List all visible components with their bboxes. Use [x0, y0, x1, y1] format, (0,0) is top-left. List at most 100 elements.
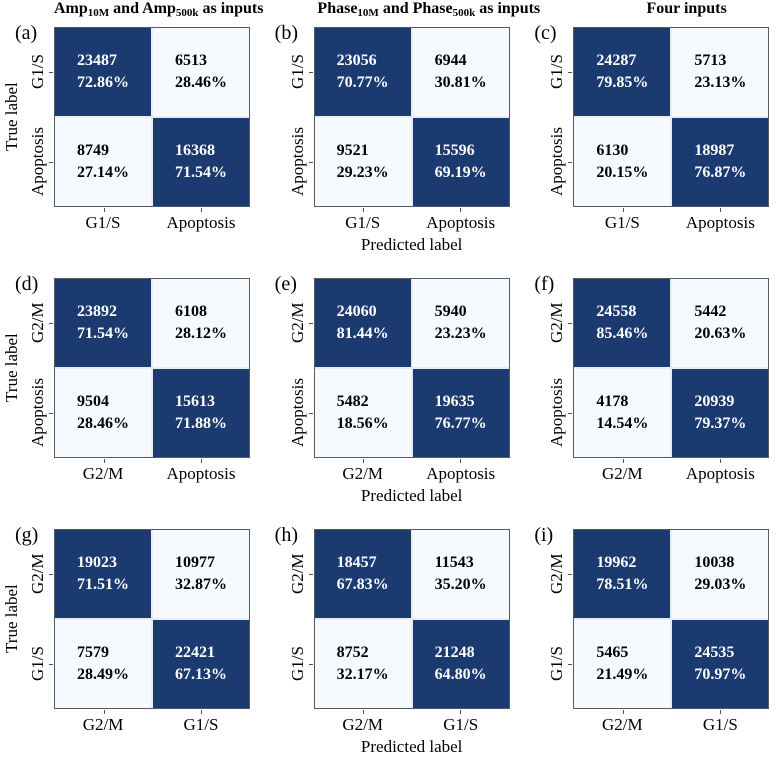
cell-percent: 67.13% — [175, 666, 227, 683]
x-axis-tick-labels: G2/M G1/S — [314, 715, 510, 735]
confusion-matrix-panel-e: (e) G2/M Apoptosis 24060 81.44% — [260, 273, 520, 524]
cell-percent: 72.86% — [77, 74, 129, 91]
cell-percent: 27.14% — [77, 164, 129, 181]
matrix-cell-top-right: 10977 32.87% — [153, 530, 249, 618]
x-axis-tick-labels: G2/M Apoptosis — [54, 464, 250, 484]
panel-row-1: (a) True label G1/S Apoptosis 23487 72.8… — [0, 22, 779, 273]
cell-count: 23056 — [336, 51, 377, 69]
x-axis-title: Predicted label — [360, 235, 463, 254]
cell-percent: 79.37% — [694, 415, 747, 432]
matrix-cell-bottom-left: 9504 28.46% — [55, 369, 151, 457]
cell-count: 8749 — [77, 141, 109, 159]
cell-percent: 30.81% — [434, 74, 487, 91]
cell-percent: 18.56% — [336, 415, 389, 432]
cell-count: 6513 — [175, 51, 207, 69]
column-header-four-inputs: Four inputs — [540, 0, 779, 22]
matrix-cell-bottom-right: 15613 71.88% — [153, 369, 249, 457]
cell-count: 24558 — [596, 302, 637, 320]
cell-percent: 28.46% — [77, 415, 129, 432]
cell-percent: 71.51% — [77, 576, 129, 593]
x-axis-tick-labels: G1/S Apoptosis — [314, 213, 510, 233]
cell-count: 11543 — [434, 553, 474, 571]
matrix-cell-top-right: 6944 30.81% — [412, 28, 509, 116]
cell-percent: 28.12% — [175, 325, 227, 342]
header-text: and Amp — [109, 0, 176, 17]
cell-count: 18457 — [336, 553, 377, 571]
header-text: Phase — [317, 0, 358, 17]
cell-percent: 78.51% — [596, 576, 649, 593]
cell-count: 24535 — [694, 643, 735, 661]
cell-percent: 23.23% — [434, 325, 487, 342]
cell-count: 21248 — [434, 643, 475, 661]
cell-count: 15596 — [434, 141, 475, 159]
cell-percent: 32.87% — [175, 576, 227, 593]
header-text: as inputs — [475, 0, 541, 17]
cell-count: 24060 — [336, 302, 377, 320]
panel-letter: (i) — [534, 524, 554, 546]
x-axis-tick-labels: G1/S Apoptosis — [573, 213, 769, 233]
cell-count: 23892 — [77, 302, 117, 320]
cell-percent: 69.19% — [434, 164, 487, 181]
cell-count: 23487 — [77, 51, 117, 69]
predicted-label-tick-left: G2/M — [602, 715, 643, 734]
predicted-label-tick-right: Apoptosis — [426, 213, 496, 232]
header-text: as inputs — [198, 0, 264, 17]
x-axis-tick-labels: G1/S Apoptosis — [54, 213, 250, 233]
predicted-label-tick-left: G2/M — [602, 464, 643, 483]
cell-percent: 70.77% — [336, 74, 389, 91]
matrix-cell-top-left: 24287 79.85% — [574, 28, 671, 116]
confusion-matrix-panel-d: (d) True label G2/M Apoptosis 23892 71.5… — [0, 273, 260, 524]
column-header-amp: Amp10M and Amp500k as inputs — [0, 0, 263, 22]
predicted-label-tick-left: G2/M — [342, 464, 383, 483]
matrix-cell-top-left: 24558 85.46% — [574, 279, 671, 367]
x-axis-tick-labels: G2/M G1/S — [573, 715, 769, 735]
predicted-label-tick-right: Apoptosis — [685, 464, 755, 483]
cell-percent: 32.17% — [336, 666, 389, 683]
predicted-label-tick-left: G1/S — [345, 213, 381, 232]
matrix-cell-bottom-right: 24535 70.97% — [672, 620, 769, 708]
matrix-cell-top-left: 18457 67.83% — [314, 530, 411, 618]
confusion-matrix-panel-g: (g) True label G2/M G1/S 19023 71.51% — [0, 524, 260, 775]
cell-count: 22421 — [175, 643, 215, 661]
confusion-matrix-grid: 24558 85.46% 5442 20.63% 4178 14.5 — [573, 278, 770, 463]
matrix-cell-top-left: 24060 81.44% — [314, 279, 411, 367]
y-axis-title: True label — [2, 82, 21, 152]
predicted-label-tick-right: G1/S — [443, 715, 479, 734]
x-axis-tick-labels: G2/M Apoptosis — [573, 464, 769, 484]
cell-count: 6130 — [596, 141, 629, 159]
matrix-cell-top-left: 23056 70.77% — [314, 28, 411, 116]
confusion-matrix-grid: 24060 81.44% 5940 23.23% 5482 18.5 — [313, 278, 510, 463]
header-text: and Phase — [378, 0, 453, 17]
column-header-row: Amp10M and Amp500k as inputs Phase10M an… — [0, 0, 779, 22]
predicted-label-tick-right: Apoptosis — [166, 213, 236, 232]
confusion-matrix-grid: 19962 78.51% 10038 29.03% 5465 21. — [573, 529, 770, 714]
matrix-cell-bottom-right: 20939 79.37% — [672, 369, 769, 457]
panel-letter: (c) — [534, 22, 557, 44]
y-axis-title: True label — [2, 584, 21, 654]
matrix-cell-bottom-left: 5482 18.56% — [314, 369, 411, 457]
column-header-phase: Phase10M and Phase500k as inputs — [263, 0, 540, 22]
confusion-matrix-grid: 24287 79.85% 5713 23.13% 6130 20.1 — [573, 27, 770, 212]
y-axis-tick-labels: G2/M Apoptosis — [519, 278, 573, 484]
matrix-cell-bottom-right: 18987 76.87% — [672, 118, 769, 206]
matrix-cell-bottom-right: 22421 67.13% — [153, 620, 249, 708]
matrix-cell-top-right: 5940 23.23% — [412, 279, 509, 367]
cell-percent: 64.80% — [434, 666, 487, 683]
confusion-matrix-grid: 23892 71.54% 6108 28.12% 9504 28.4 — [54, 278, 250, 463]
confusion-matrix-panel-c: (c) G1/S Apoptosis 24287 79.85% — [519, 22, 779, 273]
matrix-cell-top-right: 6513 28.46% — [153, 28, 249, 116]
x-axis-title: Predicted label — [360, 737, 463, 756]
confusion-matrix-panel-h: (h) G2/M G1/S 18457 67.83% 115 — [260, 524, 520, 775]
cell-percent: 81.44% — [336, 325, 389, 342]
cell-count: 5482 — [336, 392, 369, 410]
y-axis-tick-labels: G1/S Apoptosis — [260, 27, 314, 255]
cell-count: 24287 — [596, 51, 637, 69]
header-subscript: 10M — [357, 7, 379, 19]
confusion-matrix-panel-a: (a) True label G1/S Apoptosis 23487 72.8… — [0, 22, 260, 273]
cell-percent: 28.49% — [77, 666, 129, 683]
panel-letter: (b) — [274, 22, 298, 44]
cell-count: 7579 — [77, 643, 109, 661]
confusion-matrix-grid: 18457 67.83% 11543 35.20% 8752 32. — [313, 529, 510, 714]
cell-count: 18987 — [694, 141, 735, 159]
